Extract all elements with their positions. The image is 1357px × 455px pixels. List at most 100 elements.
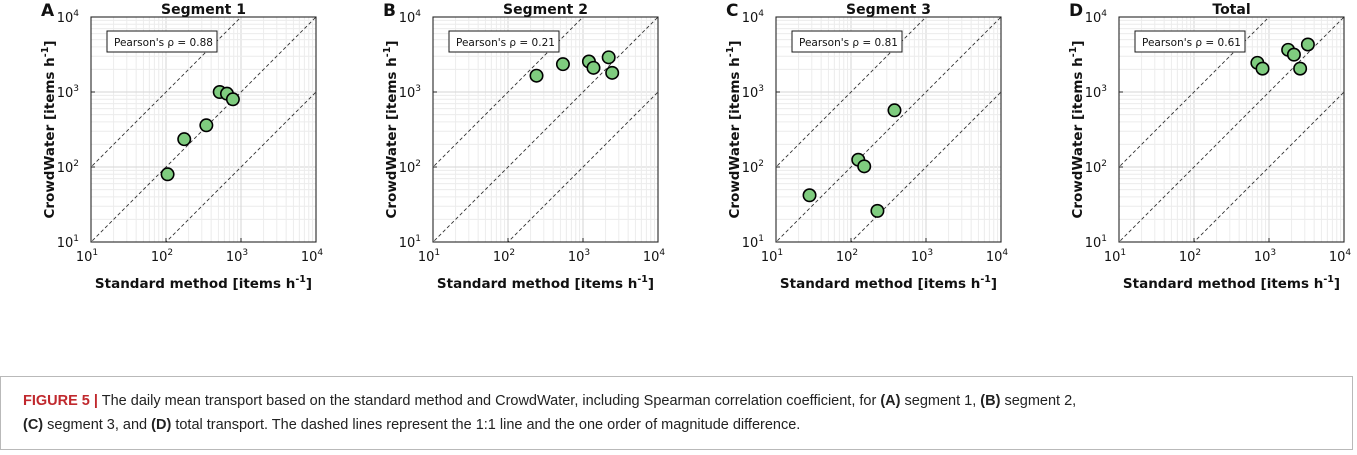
x-tick-label: 103: [1254, 248, 1276, 265]
upper-order-line: [433, 17, 584, 168]
x-tick-label: 104: [1329, 248, 1352, 265]
data-point: [1300, 37, 1315, 52]
panel-title: Total: [1212, 2, 1250, 18]
y-tick-label: 103: [57, 84, 79, 101]
y-tick-label: 101: [742, 234, 764, 251]
panel-title: Segment 2: [503, 2, 588, 18]
data-point: [177, 132, 192, 147]
correlation-annotation: Pearson's ρ = 0.21: [456, 37, 555, 49]
data-point: [1293, 61, 1308, 76]
caption-text-1: The daily mean transport based on the st…: [97, 393, 881, 409]
x-tick-label: 104: [301, 248, 324, 265]
upper-order-line: [91, 17, 242, 168]
caption-text-3: segment 2,: [1000, 393, 1077, 409]
data-point: [529, 68, 544, 83]
reference-lines: [776, 17, 1001, 242]
one-to-one-line: [433, 17, 658, 242]
x-tick-label: 103: [226, 248, 248, 265]
data-point: [601, 50, 616, 65]
data-point: [225, 92, 240, 107]
x-tick-label: 101: [76, 248, 98, 265]
panel-letter: C: [726, 1, 738, 21]
correlation-annotation: Pearson's ρ = 0.81: [799, 37, 898, 49]
y-tick-label: 104: [742, 9, 765, 26]
data-points: [1250, 37, 1315, 76]
axes-frame: [432, 16, 659, 243]
reference-lines: [1119, 17, 1344, 242]
figure-caption: FIGURE 5 | The daily mean transport base…: [0, 376, 1353, 450]
y-tick-label: 102: [1085, 159, 1107, 176]
x-tick-label: 102: [151, 248, 173, 265]
x-tick-label: 102: [493, 248, 515, 265]
y-tick-label: 101: [57, 234, 79, 251]
caption-ref-c: (C): [23, 417, 44, 433]
x-tick-label: 102: [836, 248, 858, 265]
y-tick-label: 103: [399, 84, 421, 101]
y-tick-label: 102: [742, 159, 764, 176]
caption-ref-b: (B): [980, 393, 1001, 409]
x-tick-label: 101: [761, 248, 783, 265]
y-tick-label: 102: [57, 159, 79, 176]
caption-text-2: segment 1,: [900, 393, 981, 409]
lower-order-line: [507, 91, 658, 242]
x-axis-label: Standard method [items h-1]: [437, 274, 654, 292]
lower-order-line: [1193, 91, 1344, 242]
lower-order-line: [850, 91, 1001, 242]
data-point: [802, 188, 817, 203]
y-tick-label: 103: [742, 84, 764, 101]
one-to-one-line: [776, 17, 1001, 242]
panel-letter: B: [383, 1, 396, 21]
panel-title: Segment 1: [161, 2, 246, 18]
x-tick-label: 102: [1179, 248, 1201, 265]
x-axis-label: Standard method [items h-1]: [1123, 274, 1340, 292]
axes-frame: [775, 16, 1002, 243]
data-points: [529, 50, 620, 83]
data-point: [199, 118, 214, 133]
y-tick-label: 104: [57, 9, 80, 26]
x-axis-label: Standard method [items h-1]: [780, 274, 997, 292]
data-point: [586, 60, 601, 75]
panel-letter: A: [41, 1, 55, 21]
caption-ref-a: (A): [880, 393, 901, 409]
data-point: [555, 57, 570, 72]
panel-title: Segment 3: [846, 2, 931, 18]
y-tick-label: 104: [399, 9, 422, 26]
reference-lines: [433, 17, 658, 242]
correlation-box: [448, 30, 560, 53]
x-axis-label: Standard method [items h-1]: [95, 274, 312, 292]
x-tick-label: 104: [643, 248, 666, 265]
lower-order-line: [165, 91, 316, 242]
data-points: [802, 103, 902, 218]
axes-frame: [90, 16, 317, 243]
correlation-box: [791, 30, 903, 53]
y-axis-label: CrowdWater [items h-1]: [382, 40, 400, 218]
caption-text-4: segment 3, and: [43, 417, 152, 433]
data-point: [857, 159, 872, 174]
y-axis-label: CrowdWater [items h-1]: [40, 40, 58, 218]
x-tick-label: 101: [1104, 248, 1126, 265]
data-point: [605, 65, 620, 80]
correlation-box: [1134, 30, 1246, 53]
caption-ref-d: (D): [151, 417, 172, 433]
caption-text-5: total transport. The dashed lines repres…: [171, 417, 801, 433]
panel-letter: D: [1069, 1, 1083, 21]
y-axis-label: CrowdWater [items h-1]: [725, 40, 743, 218]
correlation-annotation: Pearson's ρ = 0.61: [1142, 37, 1241, 49]
x-tick-label: 103: [911, 248, 933, 265]
data-point: [160, 167, 175, 182]
axes-frame: [1118, 16, 1345, 243]
x-tick-label: 101: [418, 248, 440, 265]
y-tick-label: 102: [399, 159, 421, 176]
data-point: [887, 103, 902, 118]
y-tick-label: 101: [1085, 234, 1107, 251]
data-points: [160, 85, 240, 182]
grid: [90, 16, 317, 243]
x-tick-label: 103: [568, 248, 590, 265]
y-tick-label: 104: [1085, 9, 1108, 26]
y-tick-label: 103: [1085, 84, 1107, 101]
